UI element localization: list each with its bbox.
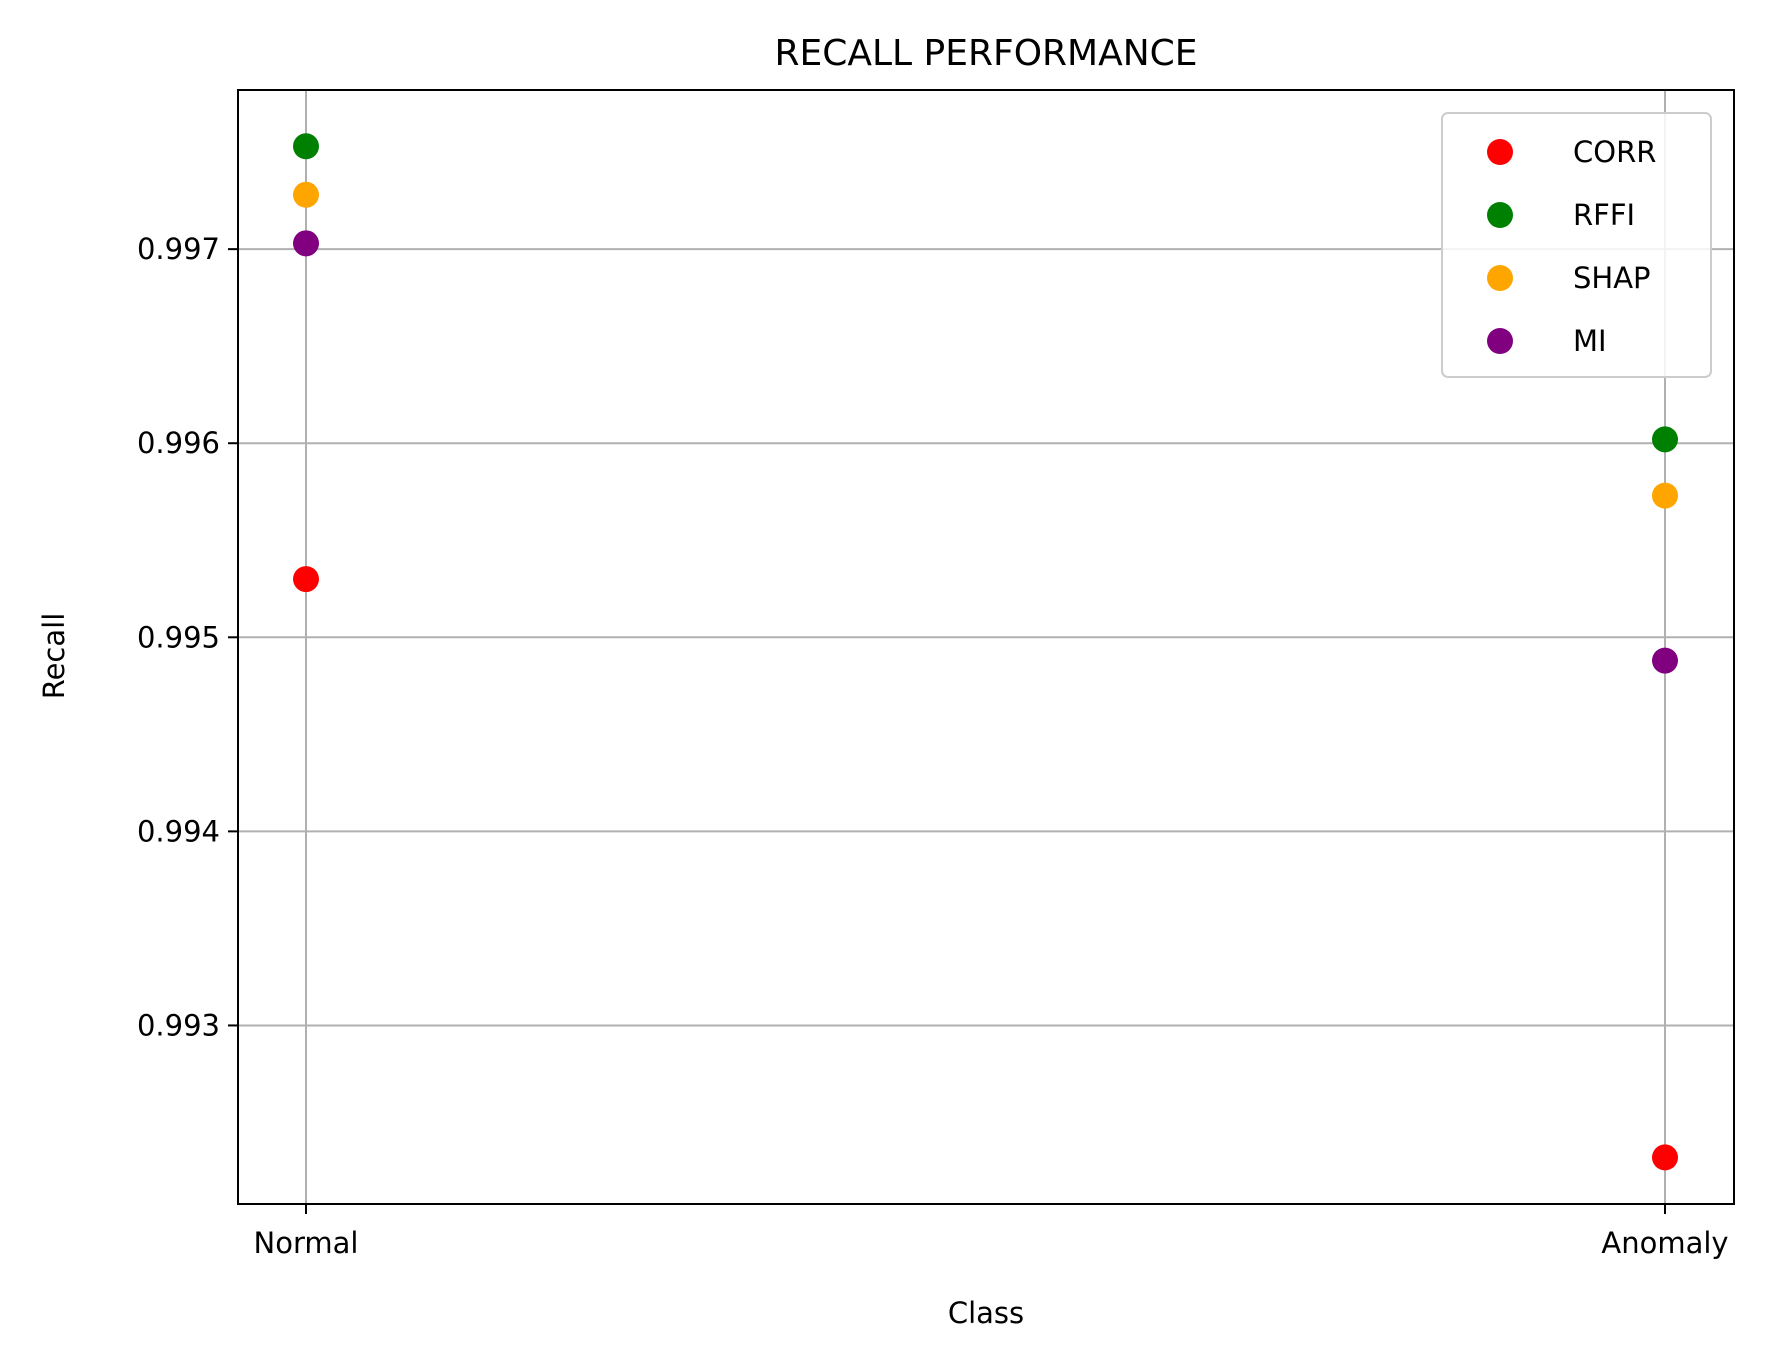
x-axis-title: Class [948, 1296, 1024, 1330]
x-tick-label: Anomaly [1601, 1226, 1728, 1260]
legend-marker-shap [1487, 265, 1513, 291]
point-shap-normal [293, 181, 319, 208]
y-axis-title: Recall [37, 613, 71, 700]
legend-label-corr: CORR [1573, 135, 1656, 169]
y-tick-label: 0.996 [137, 426, 220, 460]
legend-marker-rffi [1487, 202, 1513, 228]
legend: CORR RFFI SHAP MI [1441, 112, 1712, 378]
legend-marker-corr [1487, 139, 1513, 165]
legend-marker-mi [1487, 328, 1513, 354]
point-rffi-anomaly [1652, 426, 1678, 453]
point-mi-anomaly [1652, 647, 1678, 674]
x-tick-label: Normal [254, 1226, 359, 1260]
point-corr-anomaly [1652, 1144, 1678, 1171]
y-tick-label: 0.994 [137, 814, 220, 848]
point-rffi-normal [293, 133, 319, 160]
chart-title: RECALL PERFORMANCE [774, 33, 1197, 74]
y-tick-label: 0.993 [137, 1008, 220, 1042]
grid-lines [238, 90, 1734, 1204]
point-corr-normal [293, 566, 319, 593]
y-axis-ticks: 0.993 0.994 0.995 0.996 0.997 [137, 232, 238, 1042]
legend-box [1441, 112, 1712, 378]
plot-frame [237, 89, 1735, 1205]
y-tick-label: 0.995 [137, 620, 220, 654]
y-tick-label: 0.997 [137, 232, 220, 266]
legend-label-rffi: RFFI [1573, 198, 1635, 232]
x-axis-ticks: Normal Anomaly [254, 1204, 1729, 1260]
data-points [293, 133, 1678, 1171]
legend-label-mi: MI [1573, 324, 1607, 358]
legend-label-shap: SHAP [1573, 261, 1651, 295]
point-shap-anomaly [1652, 482, 1678, 509]
point-mi-normal [293, 230, 319, 257]
